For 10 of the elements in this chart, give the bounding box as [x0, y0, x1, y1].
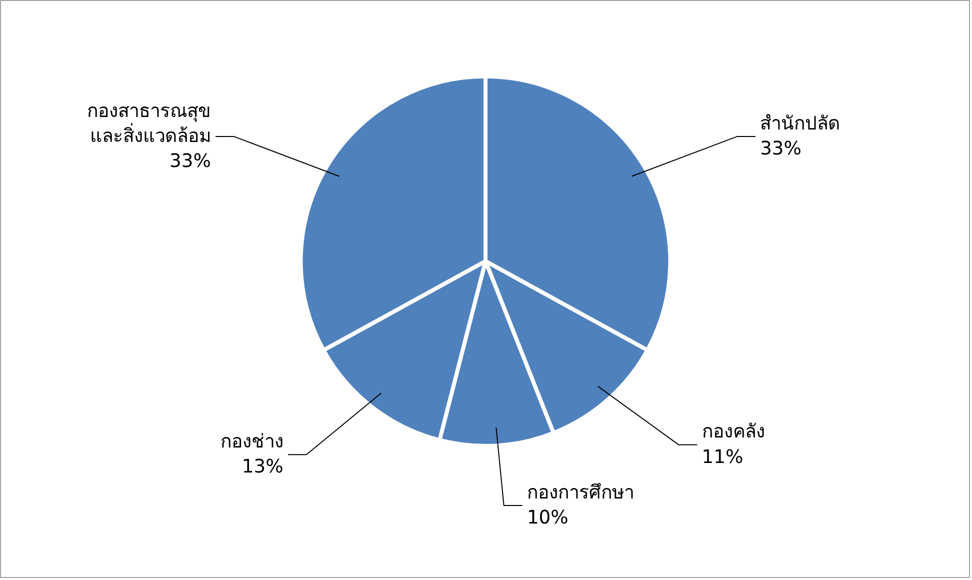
slice-label: กองการศึกษา — [526, 482, 634, 504]
slice-label: กองคลัง — [702, 422, 765, 443]
data-label: 13% — [242, 456, 284, 478]
slice-label: กองสาธารณสุข และสิ่งแวดล้อม — [86, 100, 211, 148]
data-label: 33% — [169, 151, 211, 172]
data-label: 11% — [702, 446, 744, 468]
slice-label: กองช่าง — [220, 431, 284, 452]
data-label: 10% — [526, 508, 568, 529]
slice-label: สำนักปลัด — [760, 113, 840, 134]
data-label: 33% — [760, 138, 802, 160]
